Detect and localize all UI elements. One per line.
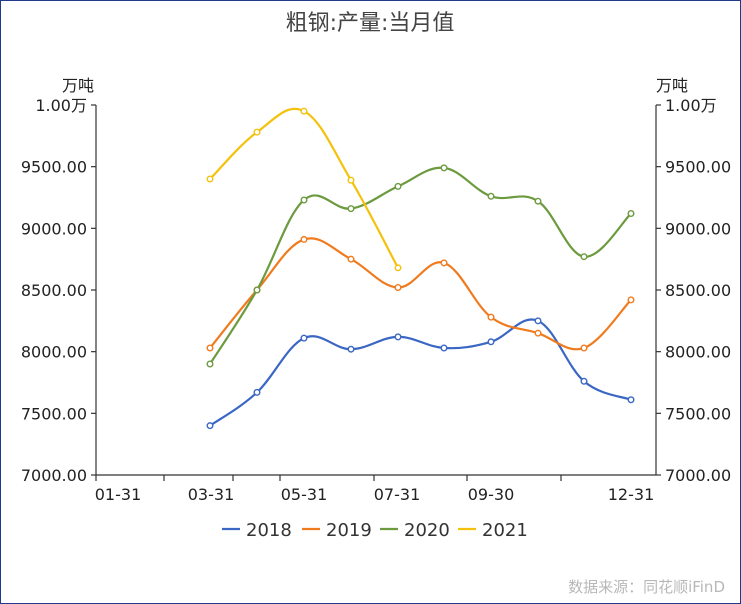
data-point-2021 (253, 128, 261, 136)
x-tick-label: 09-30 (468, 485, 515, 504)
legend-label-2018: 2018 (246, 520, 292, 541)
legend-label-2021: 2021 (482, 520, 528, 541)
right-y-tick-label: 7500.00 (665, 404, 731, 423)
data-point-2018 (253, 388, 261, 396)
data-point-2018 (394, 333, 402, 341)
data-point-2021 (347, 176, 355, 184)
data-point-2018 (627, 396, 635, 404)
data-point-2019 (394, 284, 402, 292)
data-point-2021 (394, 264, 402, 272)
right-y-tick-label: 1.00万 (665, 96, 717, 115)
data-point-2019 (487, 313, 495, 321)
right-y-tick-label: 9000.00 (665, 219, 731, 238)
right-y-tick-label: 7000.00 (665, 466, 731, 485)
x-tick-label: 12-31 (608, 485, 655, 504)
data-point-2020 (300, 196, 308, 204)
data-point-2020 (487, 192, 495, 200)
data-point-2019 (534, 329, 542, 337)
series-line-2018 (209, 318, 632, 427)
x-tick-label: 07-31 (374, 485, 421, 504)
left-y-tick-label: 7000.00 (21, 466, 87, 485)
data-point-2018 (206, 422, 214, 430)
left-y-tick-label: 9500.00 (21, 158, 87, 177)
chart-title: 粗钢:产量:当月值 (286, 11, 455, 36)
right-y-tick-label: 9500.00 (665, 158, 731, 177)
series-2018 (206, 317, 635, 430)
left-y-tick-label: 8500.00 (21, 281, 87, 300)
left-y-tick-label: 9000.00 (21, 219, 87, 238)
data-point-2019 (627, 296, 635, 304)
data-point-2021 (300, 107, 308, 115)
series-layer (206, 107, 635, 430)
data-point-2020 (534, 197, 542, 205)
data-point-2020 (440, 164, 448, 172)
right-y-tick-label: 8500.00 (665, 281, 731, 300)
left-y-tick-label: 7500.00 (21, 404, 87, 423)
data-point-2019 (347, 255, 355, 263)
series-line-2019 (209, 237, 632, 351)
data-point-2020 (580, 253, 588, 261)
data-point-2019 (580, 344, 588, 352)
legend-label-2019: 2019 (326, 520, 372, 541)
left-y-tick-label: 8000.00 (21, 343, 87, 362)
data-point-2019 (206, 344, 214, 352)
legend: 2018 2019 2020 2021 (222, 520, 528, 541)
series-line-2021 (209, 107, 399, 269)
data-point-2021 (206, 175, 214, 183)
series-2020 (206, 164, 635, 368)
left-y-tick-label: 1.00万 (35, 96, 87, 115)
data-source-note: 数据来源：同花顺iFinD (568, 578, 725, 596)
axes: 7000.00 7000.00 7500.00 7500.00 8000.00 8000.… (21, 96, 731, 504)
x-tick-label: 03-31 (188, 485, 235, 504)
right-unit-label: 万吨 (656, 76, 688, 95)
data-point-2020 (206, 360, 214, 368)
x-tick-label: 01-31 (95, 485, 142, 504)
data-point-2018 (580, 377, 588, 385)
data-point-2018 (487, 338, 495, 346)
right-y-tick-label: 8000.00 (665, 343, 731, 362)
data-point-2020 (627, 210, 635, 218)
series-2021 (206, 107, 402, 272)
series-2019 (206, 235, 635, 352)
left-unit-label: 万吨 (62, 76, 94, 95)
data-point-2018 (440, 344, 448, 352)
data-point-2020 (394, 182, 402, 190)
data-point-2019 (300, 235, 308, 243)
legend-label-2020: 2020 (404, 520, 450, 541)
data-point-2019 (440, 259, 448, 267)
data-point-2018 (534, 317, 542, 325)
data-point-2018 (300, 334, 308, 342)
data-point-2020 (253, 286, 261, 294)
data-point-2020 (347, 205, 355, 213)
series-line-2020 (209, 166, 632, 365)
data-point-2018 (347, 345, 355, 353)
x-tick-label: 05-31 (281, 485, 328, 504)
